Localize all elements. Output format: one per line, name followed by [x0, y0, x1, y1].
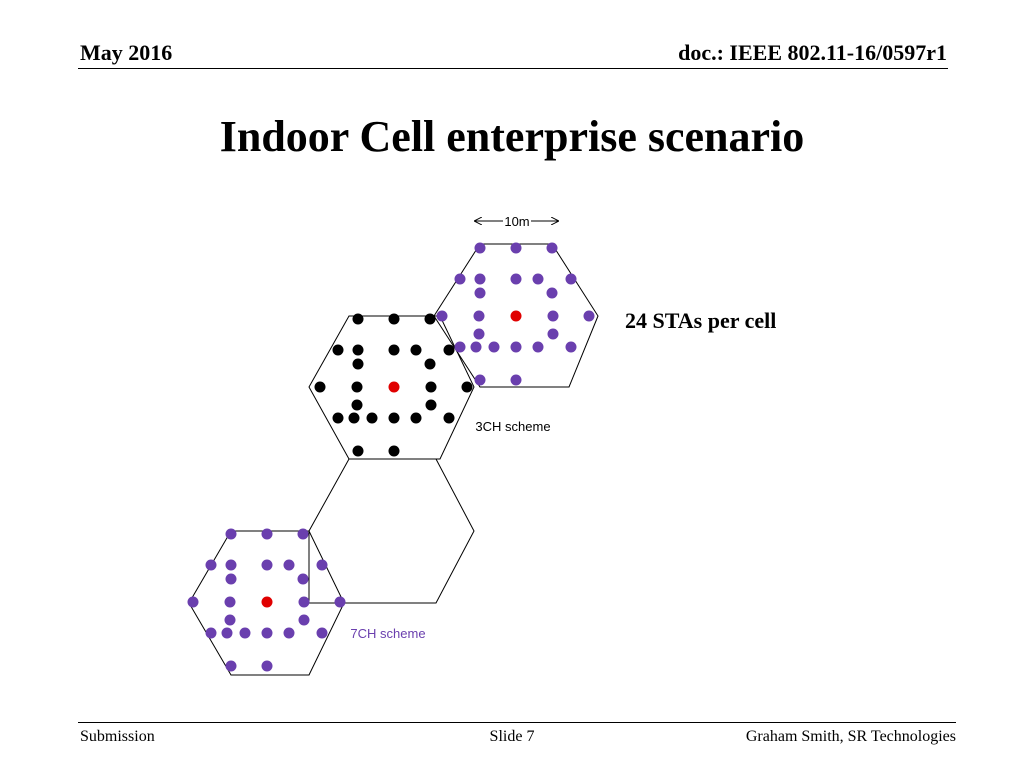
middle-sta-dot — [410, 412, 422, 424]
top-right-sta-dot — [510, 341, 522, 353]
bottom-left-ap-dot — [261, 596, 273, 608]
middle-sta-dot — [388, 445, 400, 457]
top-right-sta-dot — [473, 310, 485, 322]
scale-bar: 10m — [475, 214, 558, 229]
bottom-left-sta-dot — [205, 627, 217, 639]
middle-sta-dot — [410, 344, 422, 356]
bottom-left-sta-dot — [316, 627, 328, 639]
middle-sta-dot — [352, 344, 364, 356]
middle-sta-dot — [351, 399, 363, 411]
middle-sta-dot — [424, 313, 436, 325]
footer-author: Graham Smith, SR Technologies — [745, 728, 956, 745]
bottom-left-sta-dot — [224, 596, 236, 608]
bottom-left-sta-dot — [261, 660, 273, 672]
top-right-sta-dot — [547, 310, 559, 322]
top-right-sta-dot — [565, 273, 577, 285]
sta-group-top-right — [436, 242, 595, 386]
footer-divider — [78, 722, 956, 723]
middle-sta-dot — [388, 412, 400, 424]
middle-sta-dot — [443, 344, 455, 356]
middle-sta-dot — [352, 358, 364, 370]
footer-submission: Submission — [80, 728, 155, 745]
sta-group-bottom-left — [187, 528, 346, 672]
bottom-left-sta-dot — [297, 528, 309, 540]
bottom-left-sta-dot — [239, 627, 251, 639]
top-right-sta-dot — [474, 242, 486, 254]
middle-sta-dot — [352, 313, 364, 325]
bottom-left-sta-dot — [261, 559, 273, 571]
middle-sta-dot — [366, 412, 378, 424]
bottom-left-sta-dot — [225, 573, 237, 585]
sta-group-middle — [314, 313, 473, 457]
stas-per-cell-note: 24 STAs per cell — [625, 308, 777, 333]
top-right-ap-dot — [510, 310, 522, 322]
top-right-sta-dot — [583, 310, 595, 322]
label-3ch-scheme: 3CH scheme — [475, 419, 550, 434]
top-right-sta-dot — [510, 242, 522, 254]
bottom-left-sta-dot — [221, 627, 233, 639]
bottom-left-sta-dot — [261, 528, 273, 540]
top-right-sta-dot — [474, 374, 486, 386]
top-right-sta-dot — [546, 287, 558, 299]
bottom-left-sta-dot — [205, 559, 217, 571]
bottom-left-sta-dot — [225, 559, 237, 571]
bottom-left-sta-dot — [298, 596, 310, 608]
bottom-left-sta-dot — [224, 614, 236, 626]
top-right-sta-dot — [488, 341, 500, 353]
middle-ap-dot — [388, 381, 400, 393]
top-right-sta-dot — [474, 273, 486, 285]
middle-sta-dot — [332, 412, 344, 424]
top-right-sta-dot — [510, 374, 522, 386]
bottom-left-sta-dot — [297, 573, 309, 585]
middle-sta-dot — [461, 381, 473, 393]
footer-slide-number: Slide 7 — [489, 728, 535, 745]
top-right-sta-dot — [510, 273, 522, 285]
middle-sta-dot — [314, 381, 326, 393]
bottom-left-sta-dot — [334, 596, 346, 608]
top-right-sta-dot — [470, 341, 482, 353]
label-7ch-scheme: 7CH scheme — [350, 626, 425, 641]
middle-sta-dot — [352, 445, 364, 457]
middle-sta-dot — [388, 313, 400, 325]
bottom-left-sta-dot — [283, 627, 295, 639]
scale-label: 10m — [504, 214, 529, 229]
middle-sta-dot — [332, 344, 344, 356]
bottom-left-sta-dot — [283, 559, 295, 571]
header-date: May 2016 — [80, 40, 173, 65]
top-right-sta-dot — [454, 341, 466, 353]
top-right-sta-dot — [474, 287, 486, 299]
bottom-left-sta-dot — [261, 627, 273, 639]
middle-sta-dot — [424, 358, 436, 370]
bottom-left-sta-dot — [225, 660, 237, 672]
top-right-sta-dot — [547, 328, 559, 340]
bottom-left-sta-dot — [298, 614, 310, 626]
top-right-sta-dot — [532, 273, 544, 285]
bottom-left-sta-dot — [187, 596, 199, 608]
middle-sta-dot — [425, 381, 437, 393]
slide-title: Indoor Cell enterprise scenario — [219, 112, 805, 161]
top-right-sta-dot — [436, 310, 448, 322]
middle-sta-dot — [425, 399, 437, 411]
middle-sta-dot — [443, 412, 455, 424]
bottom-left-sta-dot — [225, 528, 237, 540]
header-divider — [78, 68, 948, 69]
header-doc-id: doc.: IEEE 802.11-16/0597r1 — [678, 40, 947, 65]
middle-sta-dot — [348, 412, 360, 424]
top-right-sta-dot — [532, 341, 544, 353]
top-right-sta-dot — [454, 273, 466, 285]
top-right-sta-dot — [565, 341, 577, 353]
middle-sta-dot — [388, 344, 400, 356]
top-right-sta-dot — [546, 242, 558, 254]
top-right-sta-dot — [473, 328, 485, 340]
middle-sta-dot — [351, 381, 363, 393]
bottom-left-sta-dot — [316, 559, 328, 571]
